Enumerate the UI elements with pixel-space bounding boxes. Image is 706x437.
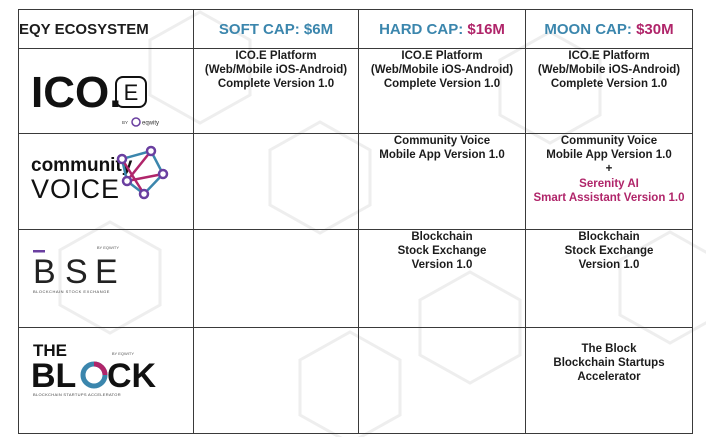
cell-line: (Web/Mobile iOS-Android) (204, 64, 348, 77)
cell-line: Complete Version 1.0 (383, 78, 501, 91)
community-soft-cell (193, 133, 359, 230)
community-moon-cell: Community Voice Mobile App Version 1.0 +… (525, 133, 693, 230)
bse-row: BY EQWITY B S E BLOCKCHAIN STOCK EXCHANG… (18, 229, 693, 328)
ico-logo-text: ICO. (31, 68, 121, 117)
community-logo-bottom: VOICE (31, 174, 120, 204)
header-row: EQY ECOSYSTEM SOFT CAP: $6M HARD CAP: $1… (18, 9, 693, 49)
cell-line: Version 1.0 (578, 259, 640, 272)
cell-line: (Web/Mobile iOS-Android) (370, 64, 514, 77)
block-moon-cell: The Block Blockchain Startups Accelerato… (525, 327, 693, 434)
cell-line: Community Voice (560, 135, 658, 147)
ico-logo-badge: E (124, 80, 139, 105)
bse-logo-by: BY EQWITY (97, 245, 119, 250)
cell-line: Blockchain Startups (553, 357, 665, 370)
the-block-logo: THE BY EQWITY BL CK BLOCKCHAIN STARTUPS … (31, 341, 157, 397)
community-row: community VOICE Community Voice Mobile A… (18, 133, 693, 230)
cell-line: Community Voice (393, 135, 491, 147)
block-logo-caption: BLOCKCHAIN STARTUPS ACCELERATOR (33, 392, 121, 397)
bse-logo-s: S (65, 253, 88, 291)
soft-cap-header: SOFT CAP: $6M (193, 9, 359, 49)
cell-line: (Web/Mobile iOS-Android) (537, 64, 681, 77)
bse-hard-cell: Blockchain Stock Exchange Version 1.0 (358, 229, 526, 328)
cell-line: Stock Exchange (564, 245, 654, 258)
cell-line: The Block (581, 343, 637, 355)
soft-cap-label: SOFT CAP: (218, 20, 300, 38)
block-logo-word: BL (31, 357, 76, 395)
bse-logo-e: E (95, 253, 118, 291)
soft-cap-amount: $6M (303, 20, 334, 38)
eqwity-mark-icon (131, 117, 141, 127)
cell-line: Version 1.0 (411, 259, 473, 272)
block-soft-cell (193, 327, 359, 434)
ico-e-logo: ICO. E BY eqwity (31, 68, 159, 127)
cell-line: Accelerator (577, 371, 641, 384)
cell-line: Mobile App Version 1.0 (546, 149, 672, 162)
cell-line-highlight: Smart Assistant Version 1.0 (533, 191, 685, 204)
community-logo-cell: community VOICE (18, 133, 194, 230)
bse-logo: BY EQWITY B S E BLOCKCHAIN STOCK EXCHANG… (33, 245, 119, 294)
ecosystem-table: EQY ECOSYSTEM SOFT CAP: $6M HARD CAP: $1… (18, 9, 693, 434)
ico-hard-cell: ICO.E Platform (Web/Mobile iOS-Android) … (358, 48, 526, 134)
block-logo-cell: THE BY EQWITY BL CK BLOCKCHAIN STARTUPS … (18, 327, 194, 434)
cell-line: Complete Version 1.0 (217, 78, 335, 91)
block-logo-by: BY EQWITY (112, 351, 134, 356)
ico-moon-cell: ICO.E Platform (Web/Mobile iOS-Android) … (525, 48, 693, 134)
block-ring-icon (80, 361, 108, 389)
cell-line: + (605, 163, 613, 176)
block-hard-cell (358, 327, 526, 434)
cell-line: ICO.E Platform (235, 50, 317, 62)
cell-line: Blockchain (578, 231, 640, 243)
block-logo-tail: CK (107, 357, 157, 395)
ico-logo-by: BY (122, 120, 128, 125)
cell-line: Mobile App Version 1.0 (379, 149, 505, 162)
cell-line-highlight: Serenity AI (579, 177, 639, 190)
ico-logo-cell: ICO. E BY eqwity (18, 48, 194, 134)
bse-moon-cell: Blockchain Stock Exchange Version 1.0 (525, 229, 693, 328)
bse-logo-b: B (33, 253, 56, 291)
bse-soft-cell (193, 229, 359, 328)
community-logo-top: community (31, 155, 133, 176)
network-graph-icon (116, 145, 169, 200)
hard-cap-header: HARD CAP: $16M (358, 9, 526, 49)
ico-logo-brand: eqwity (142, 121, 159, 127)
ecosystem-title: EQY ECOSYSTEM (18, 9, 194, 49)
cell-line: Complete Version 1.0 (550, 78, 668, 91)
block-row: THE BY EQWITY BL CK BLOCKCHAIN STARTUPS … (18, 327, 693, 434)
hard-cap-amount: $16M (467, 20, 505, 38)
cell-line: ICO.E Platform (568, 50, 650, 62)
community-hard-cell: Community Voice Mobile App Version 1.0 (358, 133, 526, 230)
cell-line: Blockchain (411, 231, 473, 243)
bse-logo-cell: BY EQWITY B S E BLOCKCHAIN STOCK EXCHANG… (18, 229, 194, 328)
bse-accent-bar (33, 250, 45, 253)
moon-cap-label: MOON CAP: (544, 20, 632, 38)
cell-line: Stock Exchange (397, 245, 487, 258)
cell-line: ICO.E Platform (401, 50, 483, 62)
moon-cap-amount: $30M (636, 20, 674, 38)
bse-logo-caption: BLOCKCHAIN STOCK EXCHANGE (33, 289, 110, 294)
hard-cap-label: HARD CAP: (379, 20, 464, 38)
ico-soft-cell: ICO.E Platform (Web/Mobile iOS-Android) … (193, 48, 359, 134)
ico-row: ICO. E BY eqwity ICO.E Platform (Web/Mob… (18, 48, 693, 134)
block-logo-top: THE (33, 341, 67, 360)
community-voice-logo: community VOICE (31, 145, 169, 204)
moon-cap-header: MOON CAP: $30M (525, 9, 693, 49)
